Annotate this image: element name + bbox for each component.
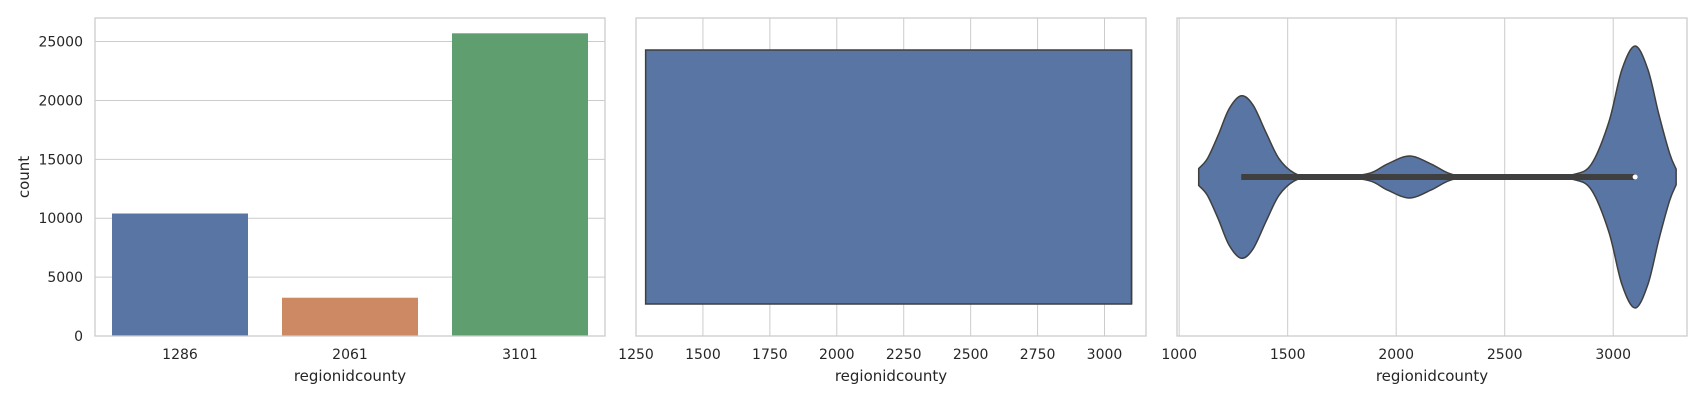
x-axis-label: regionidcounty [294,367,406,385]
x-axis-label: regionidcounty [835,367,947,385]
x-tick-label: 2500 [1487,347,1523,363]
violin-median-dot [1632,174,1638,180]
y-tick-label: 15000 [38,152,83,168]
x-tick-label: 2000 [819,347,855,363]
plot-frame [1176,17,1688,337]
x-tick-label: 1286 [162,347,198,363]
x-tick-label: 1500 [685,347,721,363]
x-tick-label: 2750 [1020,347,1056,363]
x-tick-label: 1500 [1270,347,1306,363]
bar-chart-panel: 0 5000 10000 15000 20000 25000 1286 2061 3101 reg… [15,17,606,385]
y-tick-label: 25000 [38,35,83,51]
x-tick-label: 2250 [886,347,922,363]
x-tick-label: 3000 [1087,347,1123,363]
plot-frame [635,17,1147,337]
box-body [644,49,1133,305]
bar-2061 [282,297,418,336]
x-tick-label: 2061 [332,347,368,363]
box-plot-panel: 1250 1500 1750 2000 2250 2500 2750 3000 regionid… [618,17,1147,385]
bar-1286 [112,213,248,336]
x-tick-label: 1000 [1161,347,1197,363]
y-tick-label: 0 [74,329,83,345]
y-tick-label: 20000 [38,93,83,109]
x-axis-label: regionidcounty [1376,367,1488,385]
y-tick-label: 5000 [47,270,83,286]
bar-3101 [452,33,588,337]
violin-plot-panel: 1000 1500 2000 2500 3000 regionidcounty [1161,17,1688,385]
x-tick-label: 1750 [752,347,788,363]
plot-frame [94,17,606,337]
x-tick-label: 2000 [1378,347,1414,363]
x-tick-label: 1250 [618,347,654,363]
x-tick-label: 3101 [502,347,538,363]
x-tick-label: 3000 [1595,347,1631,363]
y-axis-label: count [15,156,33,198]
y-tick-label: 10000 [38,211,83,227]
x-tick-label: 2500 [953,347,989,363]
